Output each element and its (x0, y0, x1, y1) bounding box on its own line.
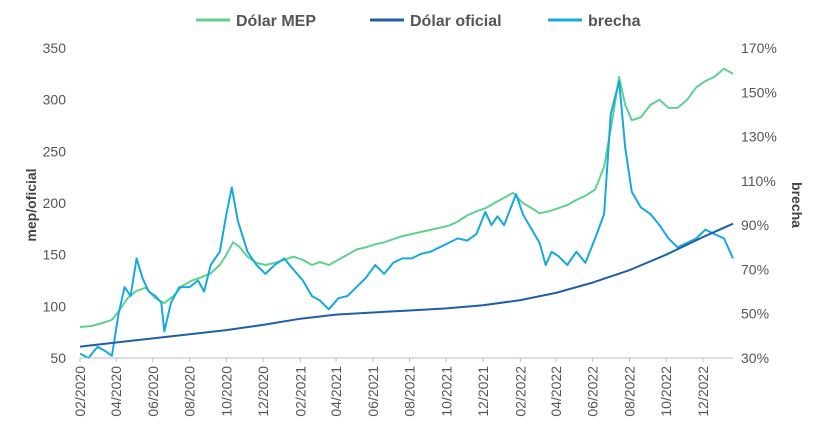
y2-tick-label: 50% (741, 306, 769, 322)
right-axis: 30% 50% 70% 90% 110% 130% 150% 170% (741, 40, 777, 366)
legend-label-brecha: brecha (588, 13, 641, 30)
y2-tick-label: 110% (741, 173, 776, 189)
x-tick-label: 04/2022 (548, 366, 564, 417)
y2-tick-label: 150% (741, 84, 777, 100)
x-tick-label: 10/2022 (658, 366, 674, 417)
y2-tick-label: 30% (741, 350, 769, 366)
legend-label-d-lar-oficial: Dólar oficial (410, 13, 502, 30)
x-tick-label: 10/2020 (218, 366, 234, 417)
y-tick-label: 350 (43, 40, 67, 56)
x-tick-label: 04/2021 (328, 366, 344, 417)
y-tick-label: 100 (43, 298, 67, 314)
y2-tick-label: 170% (741, 40, 777, 56)
y2-tick-label: 70% (741, 261, 769, 277)
x-tick-label: 06/2021 (365, 366, 381, 417)
y-tick-label: 250 (43, 143, 67, 159)
x-tick-label: 12/2020 (255, 366, 271, 417)
y2-tick-label: 90% (741, 217, 769, 233)
left-axis: 50 100 150 200 250 300 350 (43, 40, 67, 366)
x-tick-label: 02/2021 (292, 366, 308, 417)
y-tick-label: 150 (43, 247, 67, 263)
y-axis-title: mep/oficial (23, 168, 39, 241)
y-tick-label: 50 (50, 350, 66, 366)
x-tick-label: 02/2020 (72, 366, 88, 417)
x-tick-label: 08/2020 (182, 366, 198, 417)
x-tick-label: 08/2021 (402, 366, 418, 417)
y2-tick-label: 130% (741, 129, 777, 145)
y2-axis-title: brecha (789, 182, 805, 228)
y-tick-label: 300 (43, 92, 67, 108)
x-axis: 02/2020 04/2020 06/2020 08/2020 10/2020 12/20… (72, 358, 711, 417)
legend-label-d-lar-mep: Dólar MEP (236, 13, 316, 30)
series-line-brecha (79, 80, 734, 359)
x-tick-label: 02/2022 (512, 366, 528, 417)
plot-area (79, 67, 734, 359)
y-tick-label: 200 (43, 195, 67, 211)
x-tick-label: 06/2020 (145, 366, 161, 417)
legend: Dólar MEP Dólar oficial brecha (196, 13, 641, 30)
x-tick-label: 06/2022 (585, 366, 601, 417)
x-tick-label: 10/2021 (438, 366, 454, 417)
x-tick-label: 08/2022 (621, 366, 637, 417)
series-line-d-lar-mep (79, 67, 734, 328)
series-line-d-lar-oficial (79, 222, 734, 348)
x-tick-label: 12/2022 (695, 366, 711, 417)
x-tick-label: 04/2020 (108, 366, 124, 417)
x-tick-label: 12/2021 (475, 366, 491, 417)
